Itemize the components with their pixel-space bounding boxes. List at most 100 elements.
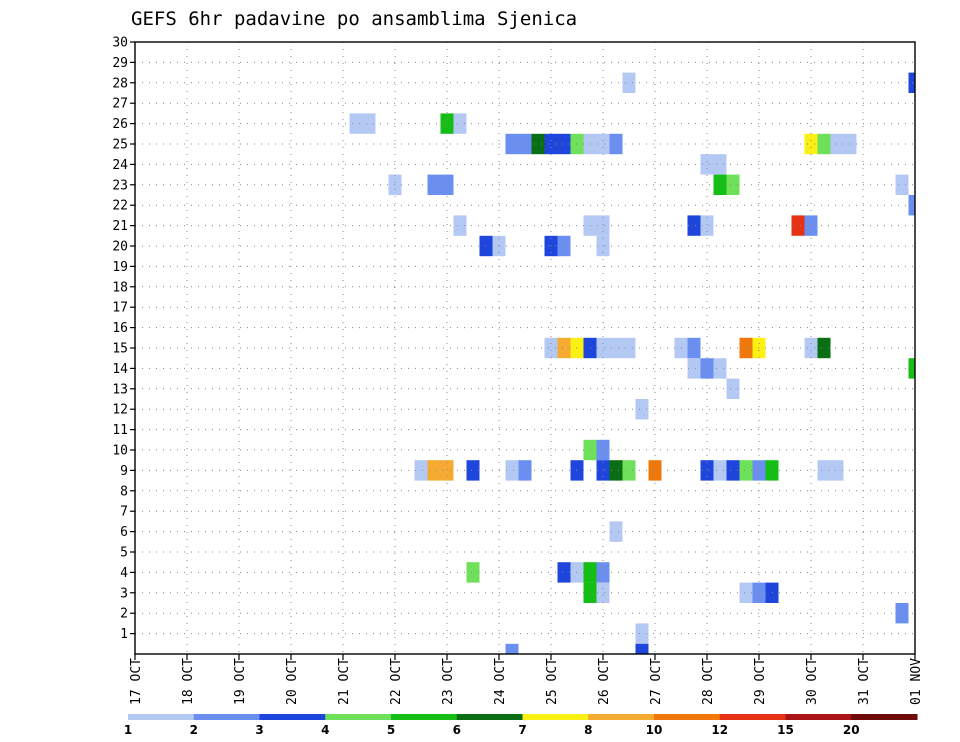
data-cell — [596, 215, 610, 236]
legend-label: 3 — [255, 723, 263, 737]
data-cell — [739, 460, 753, 481]
legend-label: 8 — [584, 723, 592, 737]
legend-label: 15 — [777, 723, 794, 737]
y-tick-label: 17 — [112, 301, 128, 316]
legend-swatch — [391, 714, 458, 720]
y-tick-label: 22 — [112, 199, 128, 214]
data-cells — [349, 72, 915, 654]
data-cell — [817, 337, 831, 359]
x-tick-label: 31 OCT — [857, 658, 872, 705]
data-cell — [895, 174, 909, 195]
data-cell — [635, 399, 649, 420]
legend-swatch — [588, 714, 655, 720]
data-cell — [505, 460, 519, 481]
legend-swatch — [193, 714, 260, 720]
legend-label: 4 — [321, 723, 329, 737]
data-cell — [622, 460, 636, 481]
data-cell — [596, 439, 610, 461]
data-cell — [739, 582, 753, 603]
data-cell — [635, 643, 649, 654]
data-cell — [908, 358, 915, 379]
legend-swatch — [456, 714, 523, 720]
y-tick-label: 19 — [112, 260, 128, 275]
data-cell — [362, 113, 376, 134]
data-cell — [557, 562, 571, 583]
data-cell — [804, 133, 818, 155]
data-cell — [427, 460, 441, 481]
data-cell — [791, 215, 805, 236]
data-cell — [804, 337, 818, 359]
x-tick-label: 26 OCT — [597, 658, 612, 705]
data-cell — [544, 337, 558, 359]
data-cell — [609, 133, 623, 155]
x-tick-label: 19 OCT — [233, 658, 248, 705]
data-cell — [830, 133, 844, 155]
data-cell — [830, 460, 844, 481]
data-cell — [687, 215, 701, 236]
data-cell — [817, 133, 831, 155]
data-cell — [505, 133, 519, 155]
y-tick-label: 9 — [120, 464, 128, 479]
data-cell — [596, 133, 610, 155]
data-cell — [609, 337, 623, 359]
y-tick-label: 24 — [112, 158, 128, 173]
data-cell — [726, 174, 740, 195]
data-cell — [713, 154, 727, 175]
data-cell — [895, 603, 909, 624]
data-cell — [466, 460, 480, 481]
color-legend: 1 2 3 4 5 6 7 8 10 12 15 20 — [124, 714, 918, 737]
data-cell — [557, 133, 571, 155]
y-tick-label: 20 — [112, 240, 128, 255]
legend-label: 10 — [646, 723, 663, 737]
x-tick-label: 27 OCT — [649, 658, 664, 705]
y-tick-label: 18 — [112, 280, 128, 295]
data-cell — [635, 623, 649, 644]
data-cell — [908, 72, 915, 93]
y-tick-label: 8 — [120, 484, 128, 499]
legend-label: 20 — [843, 723, 860, 737]
y-tick-label: 2 — [120, 607, 128, 622]
y-tick-label: 7 — [120, 505, 128, 520]
data-cell — [349, 113, 363, 134]
data-cell — [609, 521, 623, 542]
legend-swatch — [719, 714, 786, 720]
y-axis: 1234567891011121314151617181920212223242… — [112, 36, 135, 642]
legend-label: 1 — [124, 723, 132, 737]
data-cell — [700, 154, 714, 175]
x-tick-label: 24 OCT — [493, 658, 508, 705]
x-axis: 17 OCT 18 OCT 19 OCT 20 OCT 21 OCT 22 OCT 23 O… — [129, 654, 924, 705]
data-cell — [687, 358, 701, 379]
legend-swatch — [325, 714, 392, 720]
data-cell — [557, 235, 571, 257]
y-tick-label: 15 — [112, 342, 128, 357]
y-tick-label: 10 — [112, 444, 128, 459]
data-cell — [739, 337, 753, 359]
y-tick-label: 3 — [120, 586, 128, 601]
data-cell — [557, 337, 571, 359]
x-tick-label: 22 OCT — [389, 658, 404, 705]
y-tick-label: 27 — [112, 97, 128, 112]
chart-title: GEFS 6hr padavine po ansamblima Sjenica — [131, 8, 577, 30]
data-cell — [596, 582, 610, 603]
data-cell — [518, 133, 532, 155]
y-tick-label: 1 — [120, 627, 128, 642]
legend-label: 7 — [518, 723, 526, 737]
legend-swatch — [259, 714, 326, 720]
legend-label: 12 — [711, 723, 728, 737]
data-cell — [622, 72, 636, 93]
legend-swatch — [851, 714, 918, 720]
data-cell — [713, 174, 727, 195]
data-cell — [726, 378, 740, 399]
data-cell — [427, 174, 441, 195]
y-tick-label: 14 — [112, 362, 128, 377]
data-cell — [596, 460, 610, 481]
data-cell — [505, 643, 519, 654]
data-cell — [687, 337, 701, 359]
data-cell — [531, 133, 545, 155]
legend-swatch — [654, 714, 721, 720]
data-cell — [414, 460, 428, 481]
data-cell — [609, 460, 623, 481]
legend-swatch — [785, 714, 852, 720]
data-cell — [726, 460, 740, 481]
x-tick-label: 17 OCT — [129, 658, 144, 705]
